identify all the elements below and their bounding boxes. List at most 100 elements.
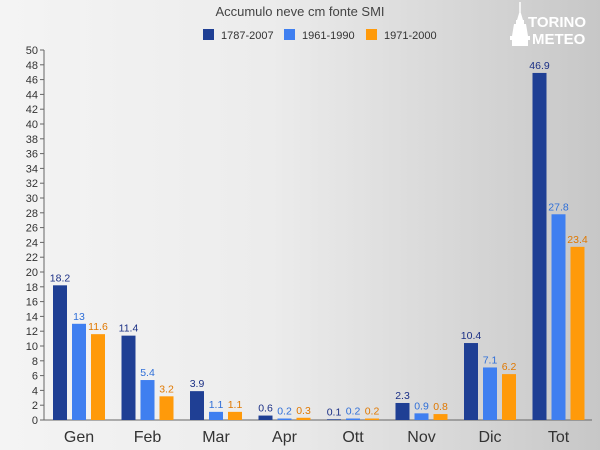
bar[interactable]: [532, 72, 547, 420]
bar[interactable]: [91, 334, 105, 420]
data-label: 2.3: [395, 390, 410, 402]
chart-legend: 1787-2007 1961-1990 1971-2000: [203, 29, 437, 42]
y-tick-label: 44: [26, 89, 38, 101]
data-label: 0.2: [365, 406, 380, 418]
data-label: 0.3: [296, 405, 311, 417]
data-label: 23.4: [567, 234, 588, 246]
y-tick-label: 38: [26, 134, 38, 146]
y-tick-label: 32: [26, 178, 38, 190]
data-label: 18.2: [50, 272, 71, 284]
y-tick-label: 8: [32, 356, 38, 368]
bar[interactable]: [258, 415, 273, 420]
x-tick-label: Tot: [548, 429, 570, 446]
bar[interactable]: [228, 411, 242, 420]
y-tick-label: 48: [26, 60, 38, 72]
title-layer: Accumulo neve cm fonte SMI: [215, 4, 384, 19]
y-tick-label: 16: [26, 297, 38, 309]
bar[interactable]: [483, 367, 497, 420]
bar[interactable]: [414, 413, 429, 420]
bar[interactable]: [296, 417, 311, 420]
data-label: 3.9: [190, 378, 205, 390]
bar[interactable]: [140, 380, 155, 420]
chart-title: Accumulo neve cm fonte SMI: [215, 4, 384, 19]
data-label: 46.9: [529, 60, 550, 72]
bar[interactable]: [327, 419, 341, 420]
data-label: 0.8: [433, 401, 448, 413]
legend-label: 1971-2000: [384, 30, 437, 42]
bar[interactable]: [209, 411, 223, 420]
y-tick-label: 46: [26, 75, 38, 87]
data-label: 0.6: [258, 403, 273, 415]
y-tick-label: 18: [26, 282, 38, 294]
bar[interactable]: [346, 418, 360, 420]
legend-swatch: [284, 29, 295, 40]
legend-label: 1961-1990: [302, 30, 355, 42]
y-tick-label: 26: [26, 223, 38, 235]
x-tick-label: Apr: [272, 429, 298, 446]
bar[interactable]: [395, 402, 410, 420]
data-label: 6.2: [502, 361, 517, 373]
bar[interactable]: [190, 391, 204, 420]
data-label: 0.9: [414, 400, 429, 412]
data-label: 0.1: [327, 406, 342, 418]
data-label: 3.2: [159, 383, 174, 395]
data-label: 7.1: [483, 354, 498, 366]
bar[interactable]: [121, 335, 136, 420]
y-tick-label: 42: [26, 104, 38, 116]
x-tick-label: Ott: [342, 429, 364, 446]
data-label: 27.8: [548, 201, 569, 213]
axis-layer: 0246810121416182022242628303234363840424…: [26, 45, 592, 446]
mole-antonelliana-icon: [510, 2, 530, 46]
x-tick-label: Dic: [478, 429, 501, 446]
y-tick-label: 22: [26, 252, 38, 264]
data-label: 13: [73, 311, 85, 323]
x-tick-label: Feb: [134, 429, 162, 446]
data-label: 10.4: [461, 330, 482, 342]
bar[interactable]: [277, 418, 292, 420]
torino-meteo-logo: TORINO METEO: [510, 2, 586, 48]
x-tick-label: Gen: [64, 429, 94, 446]
y-tick-label: 34: [26, 163, 38, 175]
bar[interactable]: [502, 374, 516, 420]
bar[interactable]: [433, 414, 448, 420]
bar[interactable]: [570, 246, 585, 420]
bar[interactable]: [72, 323, 86, 420]
legend-swatch: [366, 29, 377, 40]
bar[interactable]: [159, 396, 174, 420]
y-tick-label: 12: [26, 326, 38, 338]
y-tick-label: 4: [32, 385, 38, 397]
y-tick-label: 30: [26, 193, 38, 205]
y-tick-label: 10: [26, 341, 38, 353]
y-tick-label: 0: [32, 415, 38, 427]
bar[interactable]: [53, 285, 67, 420]
y-tick-label: 40: [26, 119, 38, 131]
data-label: 1.1: [228, 399, 243, 411]
legend-label: 1787-2007: [221, 30, 274, 42]
y-tick-label: 2: [32, 400, 38, 412]
bars-layer: [53, 72, 585, 420]
logo-line2: METEO: [532, 31, 586, 48]
data-label: 1.1: [209, 399, 224, 411]
bar[interactable]: [464, 343, 478, 420]
y-tick-label: 50: [26, 45, 38, 57]
bar[interactable]: [365, 418, 379, 420]
data-label: 5.4: [140, 367, 155, 379]
data-label: 11.4: [119, 323, 139, 335]
y-tick-label: 24: [26, 237, 38, 249]
x-tick-label: Mar: [202, 429, 230, 446]
y-tick-label: 14: [26, 311, 38, 323]
data-label: 0.2: [277, 406, 292, 418]
y-tick-label: 6: [32, 371, 38, 383]
data-label: 11.6: [88, 321, 108, 333]
logo-line1: TORINO: [528, 14, 586, 31]
y-tick-label: 36: [26, 149, 38, 161]
bar[interactable]: [551, 214, 566, 420]
x-tick-label: Nov: [407, 429, 435, 446]
y-tick-label: 28: [26, 208, 38, 220]
y-tick-label: 20: [26, 267, 38, 279]
legend-swatch: [203, 29, 214, 40]
data-label: 0.2: [346, 406, 361, 418]
